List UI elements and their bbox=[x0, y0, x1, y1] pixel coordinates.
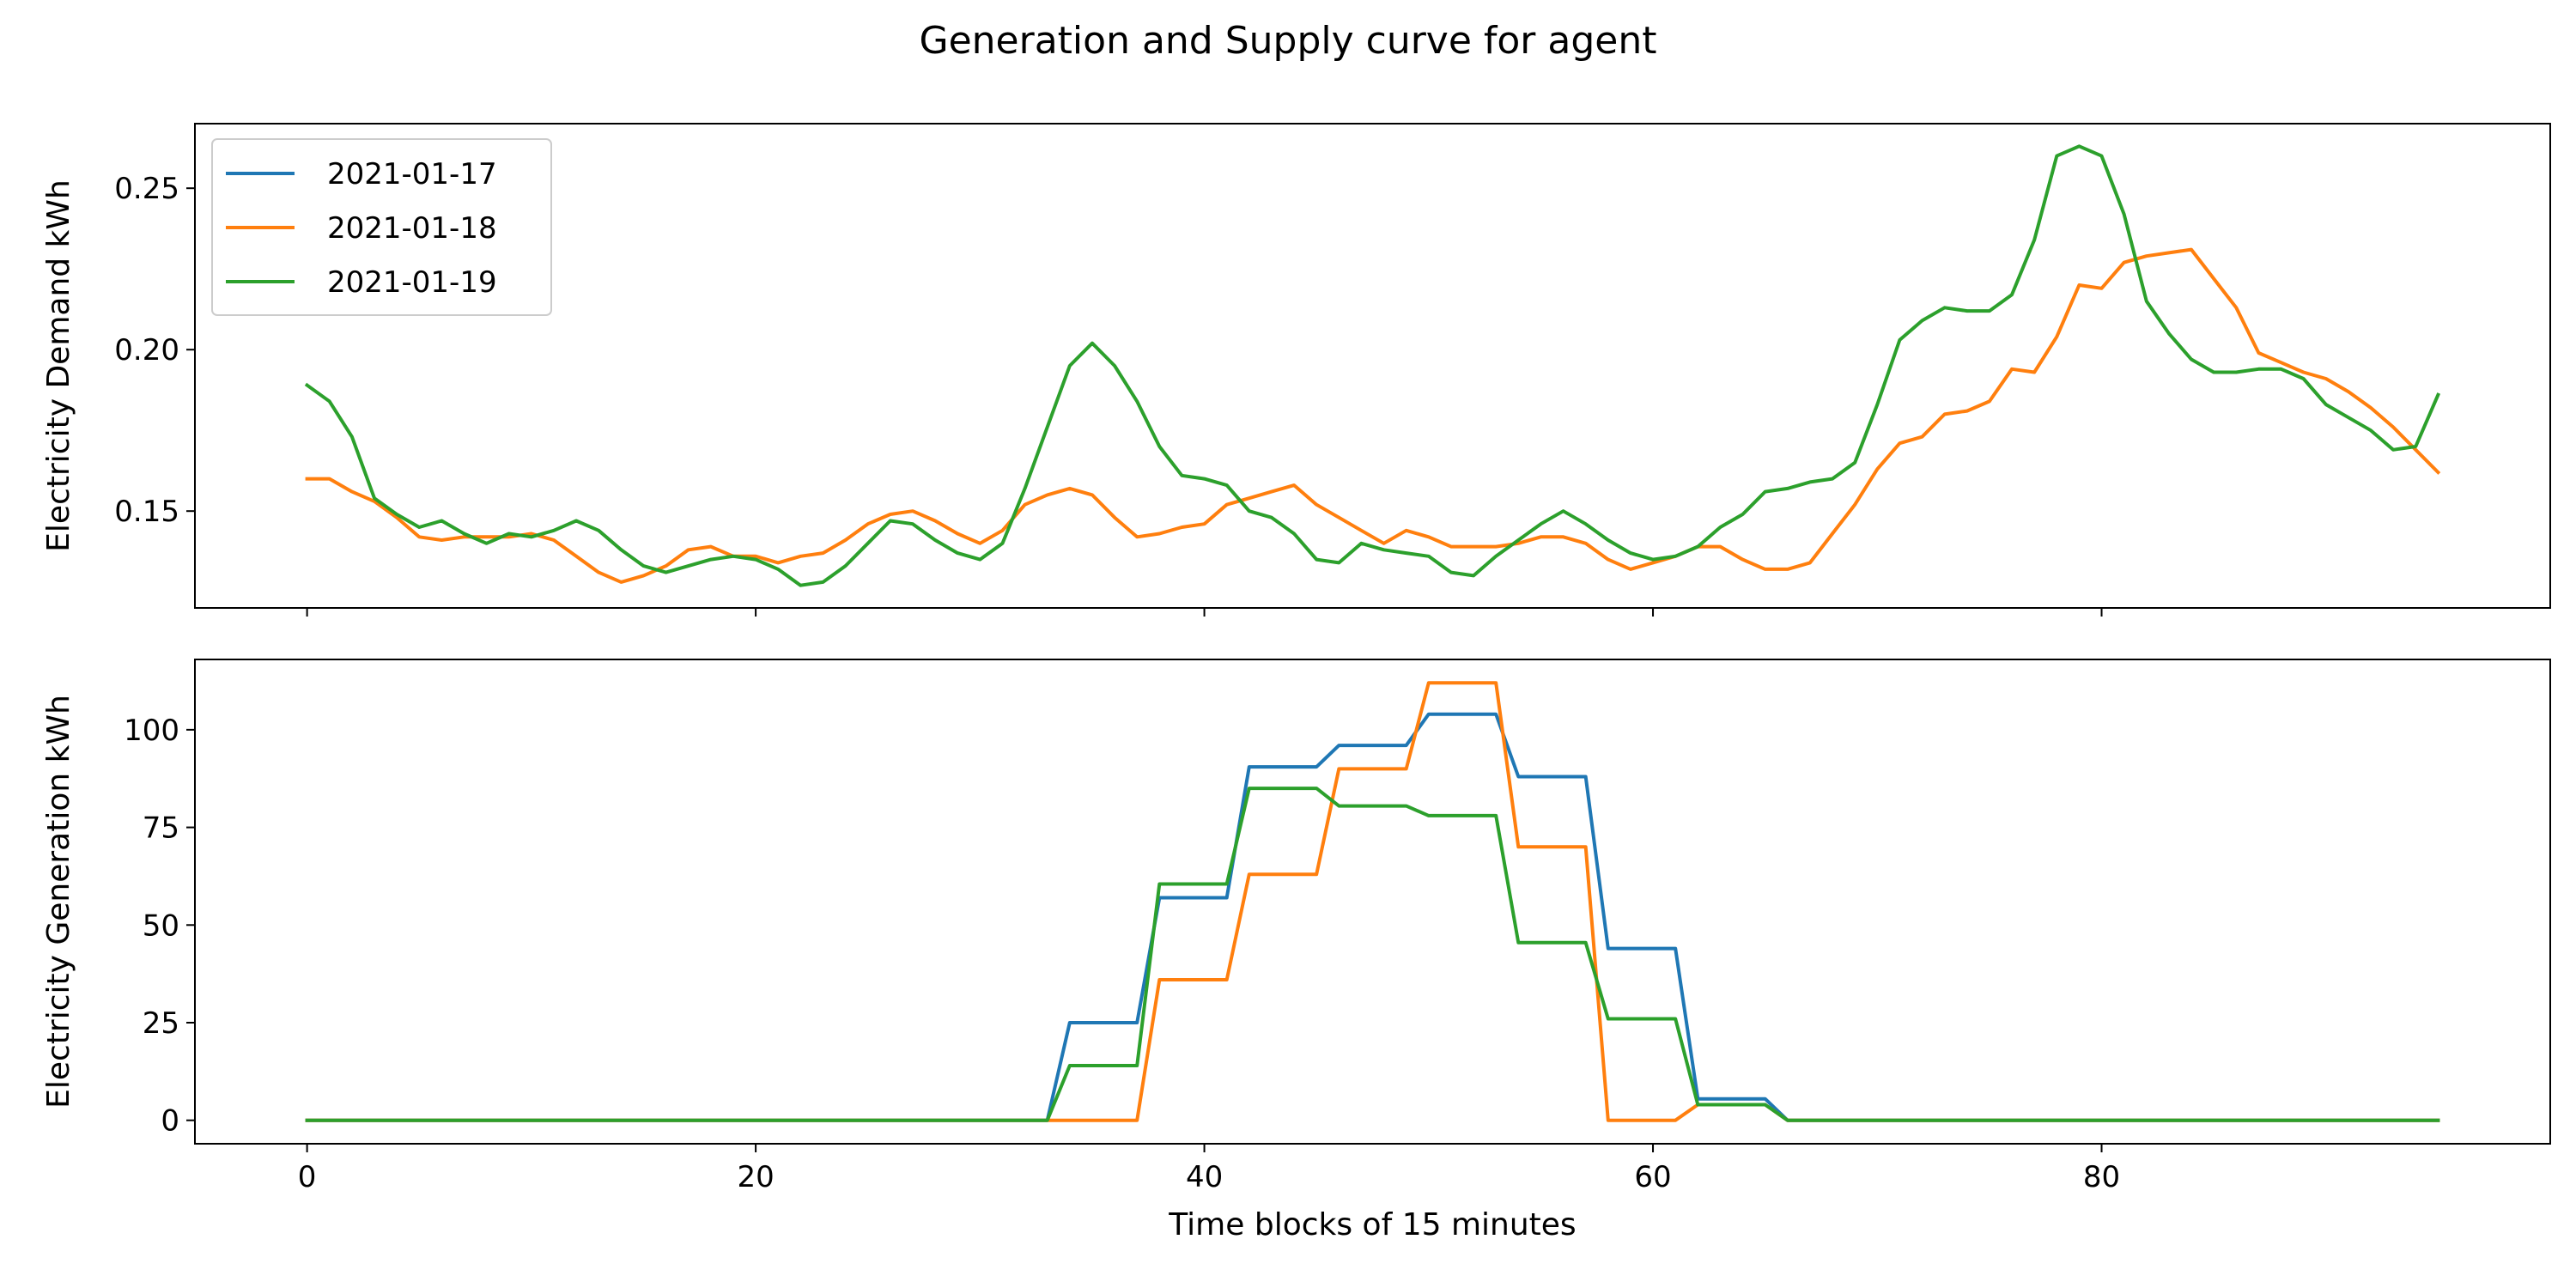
y-tick-label: 50 bbox=[143, 908, 179, 943]
x-tick-label: 40 bbox=[1186, 1160, 1223, 1194]
x-tick-label: 80 bbox=[2083, 1160, 2120, 1194]
y-tick-label: 0.15 bbox=[114, 495, 179, 529]
series-line-2021-01-17 bbox=[305, 712, 2440, 1122]
series-line-2021-01-19 bbox=[304, 144, 2441, 587]
x-tick-label: 60 bbox=[1634, 1160, 1671, 1194]
legend-label: 2021-01-18 bbox=[327, 211, 497, 246]
axes-frame bbox=[194, 659, 2551, 1145]
panel-1: 0.15 0.20 0.25 Electricity Demand kWh 2021-0… bbox=[41, 123, 2551, 617]
y-tick-label: 0.25 bbox=[114, 172, 179, 206]
legend: 2021-01-17 2021-01-18 2021-01-19 bbox=[211, 138, 552, 316]
y-tick-label: 25 bbox=[143, 1006, 179, 1041]
y-tick-label: 0 bbox=[161, 1104, 179, 1139]
figure-title: Generation and Supply curve for agent bbox=[919, 19, 1657, 63]
panel-2: 0 20 40 60 80 0 25 50 75 100 Electricity Generatio… bbox=[41, 659, 2551, 1242]
legend-box bbox=[211, 138, 552, 316]
x-axis-label: Time blocks of 15 minutes bbox=[1168, 1207, 1576, 1242]
legend-label: 2021-01-17 bbox=[327, 157, 497, 191]
series-line-2021-01-18 bbox=[305, 681, 2440, 1122]
legend-label: 2021-01-19 bbox=[327, 265, 497, 300]
series-line-2021-01-18 bbox=[305, 247, 2441, 584]
y-axis-label: Electricity Generation kWh bbox=[41, 695, 76, 1109]
y-tick-label: 75 bbox=[143, 811, 179, 846]
series-line-2021-01-19 bbox=[305, 787, 2440, 1122]
y-axis-label: Electricity Demand kWh bbox=[41, 179, 76, 552]
axes-frame bbox=[194, 123, 2551, 609]
y-tick-label: 100 bbox=[124, 714, 179, 748]
y-tick-label: 0.20 bbox=[114, 333, 179, 368]
x-tick-label: 20 bbox=[737, 1160, 774, 1194]
x-tick-label: 0 bbox=[298, 1160, 317, 1194]
